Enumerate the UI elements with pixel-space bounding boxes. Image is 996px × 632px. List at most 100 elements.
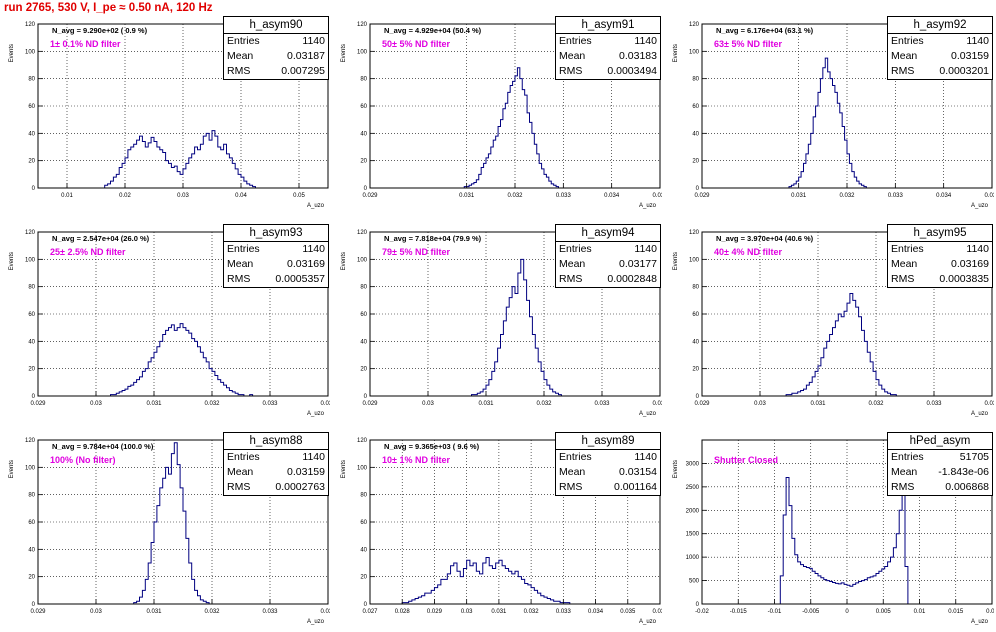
stats-key: Entries (227, 35, 260, 47)
x-tick-label: 0.029 (427, 609, 443, 615)
y-tick-label: 20 (692, 159, 699, 165)
y-tick-label: 0 (32, 602, 36, 608)
stats-key: Mean (891, 258, 918, 270)
y-tick-label: 20 (360, 367, 367, 373)
y-axis-label: Events (673, 252, 679, 270)
histogram-panel-h_asym93: 0.029 0.03 0.031 0.032 0.033 0.034 0 20 40 60 80 10… (0, 218, 330, 424)
histogram-name: h_asym89 (556, 433, 660, 450)
stats-box: h_asym92 Entries 1140 Mean 0.03159 RMS 0.00032… (887, 16, 993, 80)
y-tick-label: 80 (692, 285, 699, 291)
y-tick-label: 100 (689, 257, 700, 263)
x-axis-label: A_uzo (639, 203, 657, 209)
stats-box: h_asym91 Entries 1140 Mean 0.03183 RMS 0.00034… (555, 16, 661, 80)
stats-value: 1140 (634, 243, 657, 255)
stats-row-rms: RMS 0.0002763 (224, 480, 328, 495)
navg-label: N_avg = 9.365e+03 ( 9.6 %) (384, 442, 480, 451)
x-tick-label: 0.005 (876, 609, 892, 615)
stats-value: 1140 (302, 451, 325, 463)
y-tick-label: 20 (28, 367, 35, 373)
y-tick-label: 20 (28, 159, 35, 165)
x-tick-label: -0.01 (768, 609, 782, 615)
y-tick-label: 3000 (686, 461, 700, 467)
y-tick-label: 60 (28, 312, 35, 318)
stats-value: 1140 (302, 35, 325, 47)
y-tick-label: 100 (689, 49, 700, 55)
stats-row-mean: Mean 0.03159 (224, 465, 328, 480)
histogram-name: hPed_asym (888, 433, 992, 450)
stats-key: Entries (227, 243, 260, 255)
y-tick-label: 1500 (686, 532, 700, 538)
stats-value: 0.0003835 (939, 273, 989, 285)
y-tick-label: 0 (696, 602, 700, 608)
x-tick-label: 0.034 (984, 401, 994, 407)
filter-label: 25± 2.5% ND filter (50, 247, 126, 257)
stats-value: 0.0002848 (607, 273, 657, 285)
histogram-panel-h_asym89: 0.027 0.028 0.029 0.03 0.031 0.032 0.033 0.034 0… (332, 426, 662, 632)
y-tick-label: 80 (28, 285, 35, 291)
y-tick-label: 0 (32, 394, 36, 400)
x-tick-label: 0.029 (694, 401, 710, 407)
y-tick-label: 2000 (686, 508, 700, 514)
stats-key: Mean (227, 466, 254, 478)
x-tick-label: 0.031 (146, 401, 162, 407)
histogram-svg: -0.02 -0.015 -0.01 -0.005 0 0.005 0.01 0.015 0.0… (673, 439, 994, 625)
x-tick-label: 0.035 (620, 609, 636, 615)
y-axis-label: Events (9, 252, 15, 270)
stats-value: 1140 (302, 243, 325, 255)
x-tick-label: 0.032 (536, 401, 552, 407)
y-tick-label: 40 (360, 547, 367, 553)
grid-lines (702, 232, 992, 396)
histogram-panel-h_asym91: 0.029 0.031 0.032 0.033 0.034 0.035 0 20 40 60 80 1… (332, 10, 662, 216)
stats-key: Entries (227, 451, 260, 463)
x-tick-label: 0.032 (868, 401, 884, 407)
x-axis-label: A_uzo (971, 411, 989, 417)
histogram-svg: 0.029 0.03 0.031 0.032 0.033 0.034 0 20 40 60 80 10… (341, 230, 662, 417)
y-tick-label: 2500 (686, 485, 700, 491)
stats-key: Entries (891, 243, 924, 255)
stats-key: RMS (559, 273, 583, 285)
y-tick-label: 40 (360, 131, 367, 137)
stats-value: 0.03187 (287, 50, 325, 62)
stats-row-mean: Mean -1.843e-06 (888, 465, 992, 480)
stats-key: RMS (227, 481, 251, 493)
stats-key: Entries (559, 243, 592, 255)
stats-value: 1140 (634, 451, 657, 463)
stats-value: 0.03159 (287, 466, 325, 478)
stats-value: 0.0003494 (607, 65, 657, 77)
histogram-svg: 0.027 0.028 0.029 0.03 0.031 0.032 0.033 0.034 0… (341, 438, 662, 625)
x-axis-label: A_uzo (307, 411, 325, 417)
x-tick-label: 0.029 (362, 193, 378, 199)
stats-key: RMS (891, 481, 915, 493)
stats-row-entries: Entries 1140 (888, 34, 992, 49)
x-tick-label: 0.036 (652, 609, 662, 615)
x-tick-label: 0.035 (652, 193, 662, 199)
y-tick-label: 0 (696, 394, 700, 400)
histogram-panel-hPed_asym: -0.02 -0.015 -0.01 -0.005 0 0.005 0.01 0.015 0.0… (664, 426, 994, 632)
stats-key: RMS (891, 65, 915, 77)
x-tick-label: 0.031 (146, 609, 162, 615)
x-tick-label: 0.033 (888, 193, 904, 199)
y-tick-label: 1000 (686, 555, 700, 561)
y-tick-label: 80 (360, 285, 367, 291)
x-tick-label: 0.028 (395, 609, 411, 615)
navg-label: N_avg = 6.176e+04 (63.1 %) (716, 26, 814, 35)
y-tick-label: 60 (692, 104, 699, 110)
histogram-panel-h_asym94: 0.029 0.03 0.031 0.032 0.033 0.034 0 20 40 60 80 10… (332, 218, 662, 424)
filter-label: 1± 0.1% ND filter (50, 39, 121, 49)
y-tick-label: 60 (28, 104, 35, 110)
y-tick-label: 0 (696, 186, 700, 192)
x-tick-label: 0.033 (926, 401, 942, 407)
x-tick-label: 0.03 (90, 401, 102, 407)
y-tick-label: 120 (25, 230, 36, 236)
x-axis-label: A_uzo (307, 619, 325, 625)
x-tick-label: 0.02 (119, 193, 131, 199)
histogram-name: h_asym91 (556, 17, 660, 34)
x-axis-label: A_uzo (307, 203, 325, 209)
stats-value: 0.03169 (951, 258, 989, 270)
stats-value: 0.03154 (619, 466, 657, 478)
grid-lines (38, 232, 328, 396)
histogram-panel-h_asym95: 0.029 0.03 0.031 0.032 0.033 0.034 0 20 40 60 80 10… (664, 218, 994, 424)
y-tick-label: 0 (364, 394, 368, 400)
x-tick-label: 0.029 (30, 401, 46, 407)
x-tick-label: 0.034 (652, 401, 662, 407)
